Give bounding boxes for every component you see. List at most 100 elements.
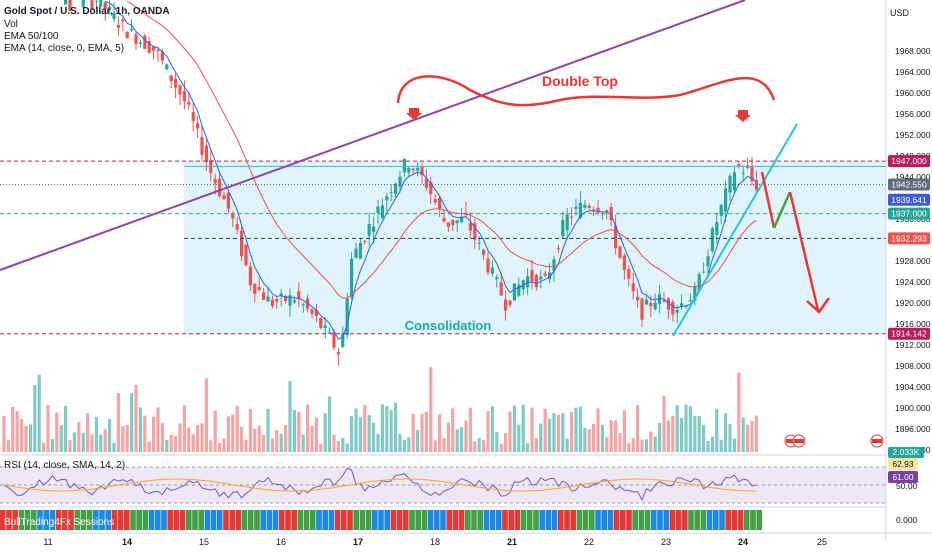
flag-stripe	[786, 439, 796, 443]
volume-bar	[473, 441, 477, 452]
rsi-badge	[888, 458, 918, 470]
volume-bar	[11, 407, 15, 452]
session-block	[260, 510, 266, 530]
candle-body	[578, 202, 582, 218]
session-block	[613, 510, 620, 530]
volume-bar	[495, 432, 499, 452]
volume-bar	[187, 427, 191, 452]
session-block	[682, 510, 688, 530]
volume-bar	[103, 429, 107, 452]
session-block	[582, 510, 589, 530]
volume-bar	[200, 423, 204, 452]
volume-bar	[108, 419, 112, 452]
candle-body	[640, 298, 644, 320]
volume-bar	[438, 414, 442, 452]
volume-bar	[508, 411, 512, 452]
volume-bar	[372, 422, 376, 452]
volume-bar	[367, 415, 371, 452]
price-tick-label: 1912.000	[895, 340, 931, 350]
volume-bar	[147, 441, 151, 452]
candle-body	[235, 224, 239, 230]
price-tick-label: 1916.000	[895, 319, 931, 329]
volume-bar	[750, 420, 754, 452]
session-block	[601, 510, 607, 530]
candle-body	[402, 159, 406, 173]
time-tick-label: 11	[43, 537, 52, 547]
rsi-badge	[888, 471, 918, 483]
session-block	[700, 510, 707, 530]
candle-body	[504, 299, 508, 311]
session-block	[496, 510, 502, 530]
session-block	[551, 510, 558, 530]
top-arrow-icon	[735, 110, 751, 122]
volume-bar	[552, 413, 556, 452]
candle-body	[715, 222, 719, 235]
candle-body	[631, 283, 635, 292]
volume-bar	[389, 410, 393, 452]
ema2-legend: EMA (14, close, 0, EMA, 5)	[4, 43, 125, 54]
candle-body	[319, 318, 323, 328]
candle-body	[341, 332, 345, 348]
session-block	[644, 510, 651, 530]
volume-bar	[332, 434, 336, 452]
session-block	[725, 510, 731, 530]
volume-bar	[222, 438, 226, 452]
candle-body	[314, 309, 318, 316]
volume-bar	[429, 367, 433, 452]
candle-body	[618, 246, 622, 258]
session-block	[737, 510, 744, 530]
volume-bar	[631, 438, 635, 452]
volume-bar	[702, 425, 706, 452]
session-block	[669, 510, 676, 530]
candle-body	[583, 204, 587, 208]
candle-body	[499, 282, 503, 296]
session-block	[186, 510, 192, 530]
volume-bar	[697, 416, 701, 452]
candle-body	[266, 296, 270, 302]
volume-bar	[297, 411, 301, 452]
volume-bar	[226, 416, 230, 452]
candle-body	[108, 7, 112, 10]
volume-bar	[90, 434, 94, 452]
candle-body	[64, 0, 68, 5]
candle-body	[301, 304, 305, 306]
volume-bar	[605, 437, 609, 452]
price-tick-label: 1904.000	[895, 382, 931, 392]
candle-body	[693, 286, 697, 301]
session-block	[694, 510, 700, 530]
session-block	[49, 510, 56, 530]
volume-bar	[614, 420, 618, 452]
volume-bar	[596, 408, 600, 452]
candle-body	[394, 183, 398, 195]
ema-fast-line	[104, 0, 757, 340]
candle-body	[438, 197, 442, 209]
volume-bar	[20, 419, 24, 452]
volume-bar	[284, 424, 288, 452]
volume-bar	[688, 406, 692, 452]
volume-bar	[433, 440, 437, 452]
volume-bar	[28, 424, 32, 452]
volume-bar	[724, 413, 728, 452]
session-block	[223, 510, 229, 530]
candle-body	[697, 274, 701, 291]
volume-bar	[358, 417, 362, 452]
volume-bar	[464, 420, 468, 452]
volume-bar	[592, 423, 596, 452]
candle-body	[130, 28, 134, 31]
session-block	[167, 510, 173, 530]
volume-bar	[213, 410, 217, 452]
candle-body	[627, 269, 631, 279]
candle-body	[226, 192, 230, 209]
candle-body	[517, 284, 521, 296]
session-block	[217, 510, 223, 530]
volume-bar	[482, 439, 486, 452]
candle-body	[468, 222, 472, 231]
candle-body	[389, 192, 393, 194]
candle-body	[125, 32, 129, 39]
candle-body	[530, 270, 534, 282]
session-block	[235, 510, 242, 530]
session-block	[508, 510, 514, 530]
session-block	[210, 510, 217, 530]
session-block	[452, 510, 459, 530]
